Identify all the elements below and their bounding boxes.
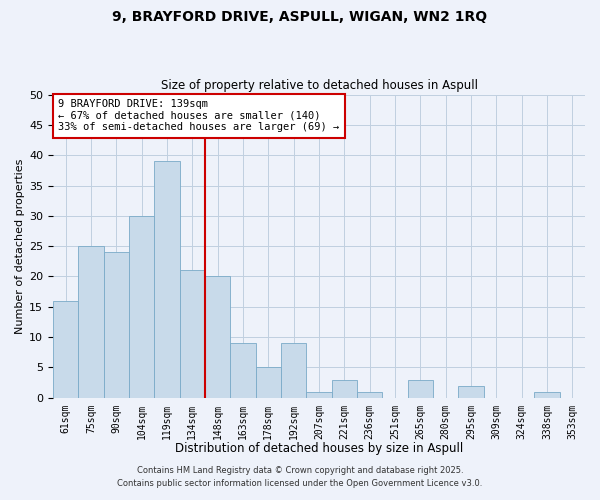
Bar <box>307 392 332 398</box>
Text: 9 BRAYFORD DRIVE: 139sqm
← 67% of detached houses are smaller (140)
33% of semi-: 9 BRAYFORD DRIVE: 139sqm ← 67% of detach… <box>58 99 340 132</box>
Bar <box>129 216 154 398</box>
Bar <box>154 162 179 398</box>
Text: 9, BRAYFORD DRIVE, ASPULL, WIGAN, WN2 1RQ: 9, BRAYFORD DRIVE, ASPULL, WIGAN, WN2 1R… <box>112 10 488 24</box>
Bar <box>281 343 307 398</box>
Y-axis label: Number of detached properties: Number of detached properties <box>15 158 25 334</box>
Bar <box>332 380 357 398</box>
X-axis label: Distribution of detached houses by size in Aspull: Distribution of detached houses by size … <box>175 442 463 455</box>
Title: Size of property relative to detached houses in Aspull: Size of property relative to detached ho… <box>161 79 478 92</box>
Bar <box>535 392 560 398</box>
Bar <box>230 343 256 398</box>
Bar <box>256 368 281 398</box>
Bar <box>79 246 104 398</box>
Bar <box>104 252 129 398</box>
Text: Contains HM Land Registry data © Crown copyright and database right 2025.
Contai: Contains HM Land Registry data © Crown c… <box>118 466 482 487</box>
Bar <box>407 380 433 398</box>
Bar <box>179 270 205 398</box>
Bar <box>357 392 382 398</box>
Bar <box>458 386 484 398</box>
Bar <box>53 300 79 398</box>
Bar <box>205 276 230 398</box>
